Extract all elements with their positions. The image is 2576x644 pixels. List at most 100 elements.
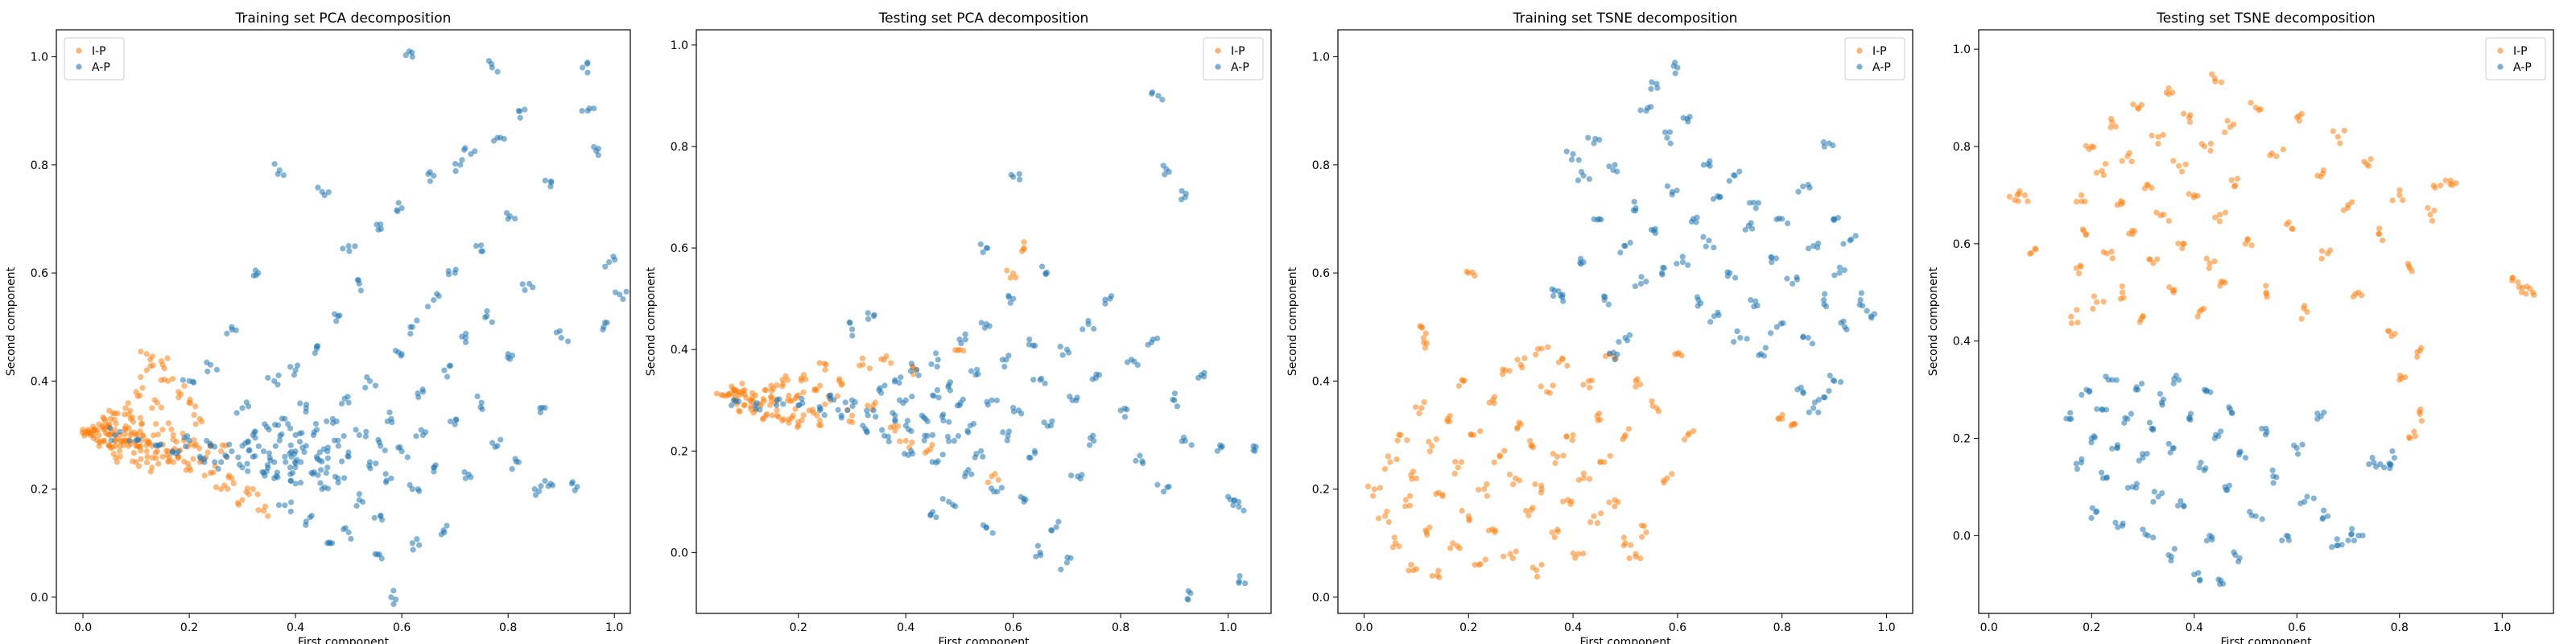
scatter-point [1864, 308, 1870, 314]
scatter-point [786, 392, 792, 398]
series-A-P [2063, 372, 2397, 588]
scatter-point [736, 389, 742, 395]
scatter-point [138, 448, 144, 454]
scatter-point [1633, 383, 1639, 390]
scatter-point [1648, 104, 1654, 110]
scatter-point [2299, 441, 2306, 448]
scatter-point [2263, 283, 2269, 289]
scatter-point [1617, 250, 1624, 256]
scatter-point [1384, 508, 1390, 514]
scatter-point [191, 437, 197, 444]
scatter-point [325, 189, 332, 196]
scatter-point [2089, 505, 2096, 511]
scatter-point [2207, 147, 2214, 154]
scatter-point [2090, 305, 2096, 312]
y-tick-label: 1.0 [671, 39, 688, 52]
scatter-point [472, 148, 478, 155]
scatter-point [2109, 255, 2116, 262]
scatter-point [1421, 399, 1427, 406]
scatter-point [324, 444, 332, 451]
scatter-point [2348, 530, 2355, 537]
scatter-point [359, 498, 366, 506]
scatter-point [1214, 448, 1220, 454]
scatter-point [116, 448, 123, 454]
scatter-point [2334, 536, 2340, 543]
scatter-point [315, 184, 321, 191]
scatter-point [452, 421, 458, 427]
scatter-point [287, 471, 294, 477]
scatter-point [1773, 324, 1780, 330]
scatter-point [1043, 269, 1051, 276]
scatter-point [896, 380, 902, 386]
scatter-point [107, 415, 114, 423]
y-tick-label: 0.6 [31, 267, 48, 280]
scatter-point [239, 405, 246, 411]
scatter-point [459, 157, 465, 163]
scatter-point [815, 422, 823, 428]
scatter-point [1429, 443, 1435, 449]
scatter-point [303, 401, 310, 408]
scatter-point [617, 291, 623, 298]
scatter-point [509, 353, 516, 359]
scatter-point [980, 249, 986, 255]
scatter-point [803, 376, 809, 382]
scatter-point [816, 360, 823, 366]
x-tick-label: 0.4 [287, 621, 304, 634]
scatter-point [865, 310, 871, 316]
scatter-point [741, 391, 748, 398]
scatter-point [1768, 254, 1774, 260]
scatter-point [951, 438, 957, 444]
scatter-point [151, 432, 157, 439]
scatter-point [2136, 457, 2142, 464]
scatter-point [1429, 572, 1435, 580]
scatter-point [1538, 561, 1545, 568]
scatter-point [955, 347, 961, 353]
scatter-point [1717, 193, 1724, 200]
scatter-point [1596, 137, 1603, 143]
scatter-point [1710, 196, 1717, 202]
scatter-point [490, 138, 497, 144]
scatter-point [730, 390, 737, 397]
scatter-point [2389, 448, 2396, 455]
scatter-point [288, 453, 295, 460]
scatter-point [1767, 330, 1774, 336]
scatter-point [1121, 414, 1129, 420]
scatter-point [1711, 244, 1717, 251]
scatter-point [211, 444, 218, 450]
scatter-point [2128, 411, 2134, 417]
scatter-point [1250, 447, 1257, 453]
scatter-point [981, 324, 989, 331]
scatter-point [2220, 279, 2227, 285]
scatter-point [488, 60, 495, 68]
scatter-point [2149, 425, 2155, 432]
scatter-point [452, 266, 459, 273]
x-tick-label: 0.4 [1564, 621, 1582, 634]
scatter-point [1674, 260, 1680, 267]
scatter-point [2112, 519, 2119, 526]
scatter-point [1155, 93, 1162, 99]
scatter-point [1794, 276, 1801, 283]
scatter-point [1624, 337, 1631, 344]
scatter-point [2155, 493, 2161, 500]
scatter-point [1532, 481, 1538, 488]
x-tick-label: 0.8 [1773, 621, 1791, 634]
scatter-point [2165, 91, 2172, 97]
scatter-point [2027, 250, 2033, 257]
scatter-point [2121, 419, 2128, 426]
scatter-point [1688, 218, 1695, 225]
scatter-point [1685, 262, 1691, 268]
scatter-point [1563, 148, 1570, 155]
scatter-point [2318, 248, 2326, 254]
scatter-point [1551, 287, 1558, 294]
scatter-point [1726, 178, 1732, 184]
scatter-point [224, 453, 230, 460]
scatter-point [2017, 188, 2023, 195]
scatter-point [2098, 469, 2105, 476]
scatter-point [480, 248, 486, 254]
scatter-point [1638, 534, 1645, 540]
scatter-point [1659, 271, 1666, 278]
scatter-point [2330, 128, 2336, 134]
scatter-point [457, 162, 464, 168]
scatter-point [1501, 553, 1507, 559]
scatter-point [2109, 445, 2116, 452]
